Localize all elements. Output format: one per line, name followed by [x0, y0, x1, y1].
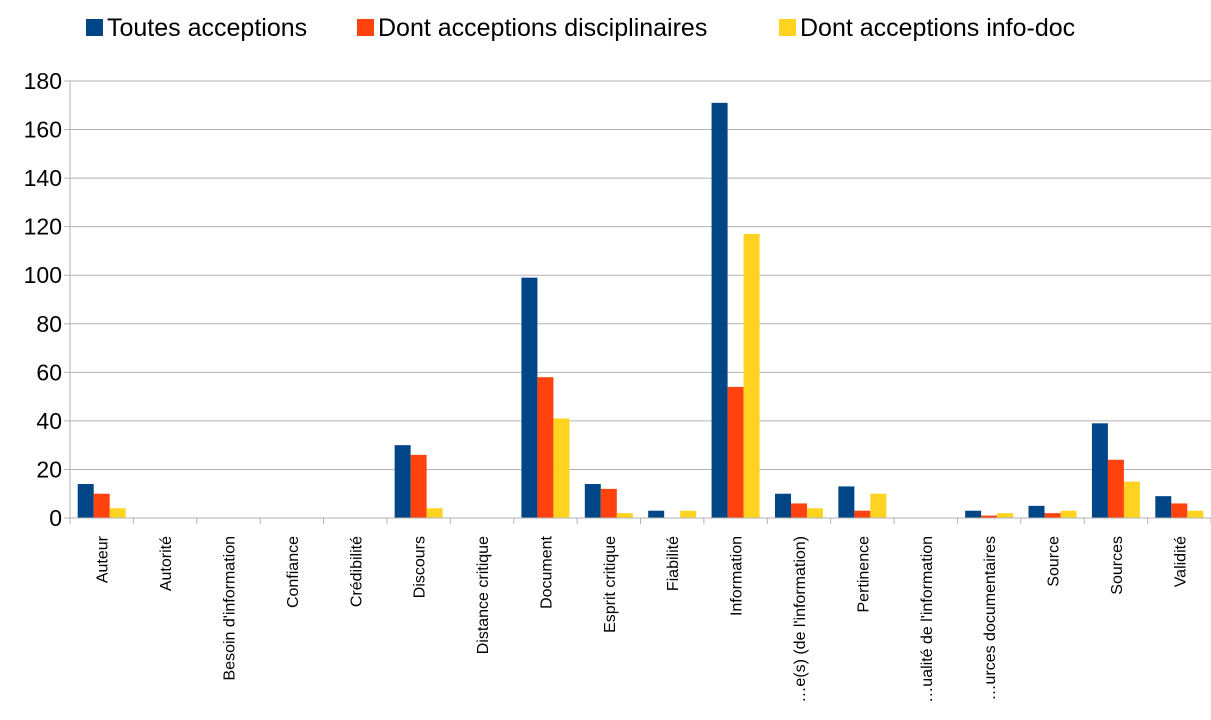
y-tick-label: 20	[36, 456, 62, 482]
bar-2	[1044, 513, 1061, 518]
bar-2	[981, 515, 998, 518]
y-tick-label: 40	[36, 408, 62, 434]
bar-1	[838, 486, 855, 518]
bar-2	[537, 377, 554, 518]
bar-1	[584, 484, 601, 518]
bar-1	[1091, 423, 1108, 518]
bar-2	[727, 386, 744, 518]
bar-3	[806, 508, 823, 518]
legend-swatch-2	[357, 19, 374, 36]
y-tick-label: 100	[24, 262, 62, 288]
chart-bars	[77, 102, 1204, 518]
x-category-label: Distance critique	[475, 536, 492, 654]
y-tick-label: 80	[36, 311, 62, 337]
bar-3	[426, 508, 443, 518]
bar-1	[1028, 505, 1045, 518]
y-tick-label: 140	[24, 165, 62, 191]
y-tick-label: 120	[24, 214, 62, 240]
bar-1	[394, 445, 411, 518]
bar-2	[93, 493, 110, 518]
x-category-label: Document	[538, 535, 555, 608]
bar-3	[1060, 510, 1077, 518]
chart-axes	[69, 81, 1211, 524]
x-category-label: …e(s) (de l'information)	[792, 536, 809, 703]
x-category-label: …ualité de l'information	[919, 536, 936, 703]
y-tick-label: 60	[36, 359, 62, 385]
x-axis-category-labels: Auteur Autorité Besoin d'information Confia…	[95, 535, 1190, 702]
bar-1	[521, 277, 538, 518]
legend-label-3: Dont acceptions info-doc	[800, 14, 1075, 42]
bar-3	[553, 418, 570, 518]
x-category-label: Esprit critique	[602, 536, 619, 633]
x-category-label: Sources	[1109, 536, 1126, 595]
bar-1	[774, 493, 791, 518]
y-tick-label: 0	[49, 505, 62, 531]
x-category-label: Besoin d'information	[221, 536, 238, 680]
bar-1	[1155, 496, 1172, 518]
bar-2	[1107, 459, 1124, 518]
legend-swatch-1	[86, 19, 103, 36]
bar-3	[680, 510, 697, 518]
bar-3	[616, 513, 633, 518]
bar-3	[743, 233, 760, 518]
bar-1	[648, 510, 665, 518]
legend-swatch-3	[779, 19, 796, 36]
bar-1	[965, 510, 982, 518]
x-category-label: Pertinence	[855, 536, 872, 613]
x-category-label: …urces documentaires	[982, 536, 999, 701]
bar-3	[997, 513, 1014, 518]
y-tick-label: 160	[24, 117, 62, 143]
x-category-label: Fiabilité	[665, 536, 682, 591]
bar-2	[790, 503, 807, 518]
x-category-label: Discours	[412, 536, 429, 598]
bar-2	[600, 488, 617, 518]
bar-2	[854, 510, 871, 518]
x-category-label: Confiance	[285, 536, 302, 608]
x-category-label: Crédibilité	[348, 536, 365, 607]
y-axis-ticks: 0 20 40 60 80 100 120 140 160 180	[24, 68, 70, 531]
y-tick-label: 180	[24, 68, 62, 94]
legend-label-2: Dont acceptions disciplinaires	[378, 14, 707, 42]
bar-2	[410, 454, 427, 518]
chart-legend: Toutes acceptions Dont acceptions discipl…	[86, 14, 1075, 42]
bar-1	[711, 102, 728, 518]
x-category-label: Source	[1046, 536, 1063, 587]
bar-3	[109, 508, 126, 518]
bar-1	[77, 484, 94, 518]
bar-3	[1187, 510, 1204, 518]
bar-3	[1123, 481, 1140, 518]
chart-gridlines	[70, 80, 1211, 470]
bar-3	[870, 493, 887, 518]
x-category-label: Autorité	[158, 536, 175, 591]
bar-2	[1171, 503, 1188, 518]
legend-label-1: Toutes acceptions	[107, 14, 307, 42]
x-category-label: Validité	[1172, 536, 1189, 587]
x-category-label: Information	[729, 536, 746, 616]
x-category-label: Auteur	[95, 535, 112, 583]
